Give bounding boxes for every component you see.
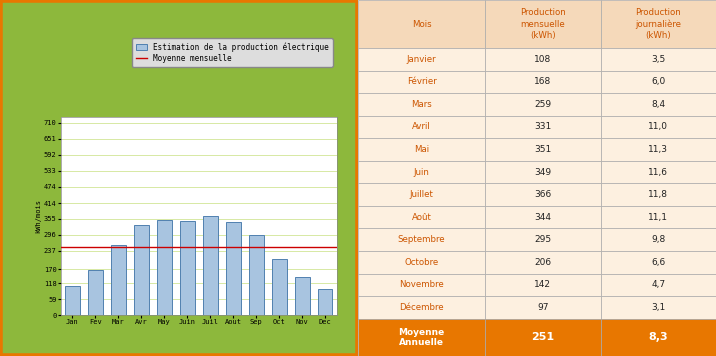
Bar	[485, 273, 601, 296]
Text: 11,1: 11,1	[649, 213, 668, 222]
Bar	[358, 161, 485, 183]
Bar	[294, 277, 309, 315]
Text: 251: 251	[531, 332, 554, 342]
Bar	[485, 70, 601, 93]
Bar	[358, 206, 485, 229]
Bar	[358, 0, 485, 48]
Bar	[601, 296, 716, 319]
Bar	[485, 161, 601, 183]
Bar	[358, 116, 485, 138]
Bar	[601, 273, 716, 296]
Bar	[601, 229, 716, 251]
Bar	[358, 183, 485, 206]
Y-axis label: kWh/mois: kWh/mois	[35, 199, 41, 233]
Text: 331: 331	[534, 122, 551, 131]
Bar	[485, 93, 601, 116]
Bar	[601, 93, 716, 116]
Bar	[65, 286, 79, 315]
Bar	[485, 206, 601, 229]
Text: 6,0: 6,0	[652, 77, 665, 87]
Bar	[601, 48, 716, 70]
Text: Décembre: Décembre	[400, 303, 444, 312]
Text: 11,0: 11,0	[649, 122, 668, 131]
Bar	[180, 221, 195, 315]
Bar	[601, 251, 716, 273]
Text: 349: 349	[534, 168, 551, 177]
Text: 344: 344	[534, 213, 551, 222]
Bar	[203, 216, 218, 315]
Text: Juillet: Juillet	[410, 190, 433, 199]
Text: 168: 168	[534, 77, 551, 87]
Text: 8,4: 8,4	[652, 100, 665, 109]
Bar	[601, 183, 716, 206]
Bar	[358, 273, 485, 296]
Bar	[318, 289, 332, 315]
Bar	[358, 319, 485, 356]
Bar	[485, 48, 601, 70]
Bar	[134, 225, 149, 315]
Bar	[271, 259, 286, 315]
Bar	[358, 138, 485, 161]
Text: 206: 206	[534, 258, 551, 267]
Bar	[601, 161, 716, 183]
Text: Août: Août	[412, 213, 432, 222]
Text: Avril: Avril	[412, 122, 431, 131]
Text: 295: 295	[534, 235, 551, 244]
Bar	[88, 269, 103, 315]
Text: Mai: Mai	[414, 145, 429, 154]
Text: 142: 142	[534, 280, 551, 289]
Text: 11,8: 11,8	[649, 190, 668, 199]
Text: 11,3: 11,3	[649, 145, 668, 154]
Legend: Estimation de la production électrique, Moyenne mensuelle: Estimation de la production électrique, …	[132, 38, 333, 67]
Text: Production
journalière
(kWh): Production journalière (kWh)	[635, 8, 682, 40]
Text: Juin: Juin	[414, 168, 430, 177]
Text: 351: 351	[534, 145, 551, 154]
Bar	[601, 70, 716, 93]
Bar	[111, 245, 126, 315]
Bar	[485, 138, 601, 161]
Bar	[358, 229, 485, 251]
Bar	[601, 319, 716, 356]
Text: 4,7: 4,7	[652, 280, 665, 289]
Text: Moyenne
Annuelle: Moyenne Annuelle	[398, 328, 445, 347]
Bar	[248, 235, 263, 315]
Text: Mois: Mois	[412, 20, 431, 28]
Bar	[485, 319, 601, 356]
Bar	[358, 296, 485, 319]
Text: 97: 97	[537, 303, 548, 312]
Text: Octobre: Octobre	[405, 258, 439, 267]
Text: 8,3: 8,3	[649, 332, 668, 342]
Bar	[226, 222, 241, 315]
Bar	[485, 251, 601, 273]
Bar	[485, 116, 601, 138]
Bar	[358, 70, 485, 93]
Bar	[157, 220, 172, 315]
Text: Novembre: Novembre	[400, 280, 444, 289]
Bar	[601, 116, 716, 138]
Bar	[601, 0, 716, 48]
Text: 6,6: 6,6	[652, 258, 665, 267]
Bar	[358, 93, 485, 116]
Text: Février: Février	[407, 77, 437, 87]
Bar	[485, 183, 601, 206]
Text: Septembre: Septembre	[397, 235, 445, 244]
Text: 3,1: 3,1	[652, 303, 665, 312]
Text: Janvier: Janvier	[407, 55, 436, 64]
Bar	[485, 296, 601, 319]
Bar	[358, 48, 485, 70]
Text: Mars: Mars	[411, 100, 432, 109]
Bar	[601, 206, 716, 229]
Text: Production
mensuelle
(kWh): Production mensuelle (kWh)	[520, 9, 566, 40]
Text: 3,5: 3,5	[652, 55, 665, 64]
Text: 259: 259	[534, 100, 551, 109]
Text: 9,8: 9,8	[652, 235, 665, 244]
Bar	[358, 251, 485, 273]
Bar	[485, 229, 601, 251]
Text: 108: 108	[534, 55, 551, 64]
Bar	[485, 0, 601, 48]
Text: 366: 366	[534, 190, 551, 199]
Text: 11,6: 11,6	[649, 168, 668, 177]
Bar	[601, 138, 716, 161]
